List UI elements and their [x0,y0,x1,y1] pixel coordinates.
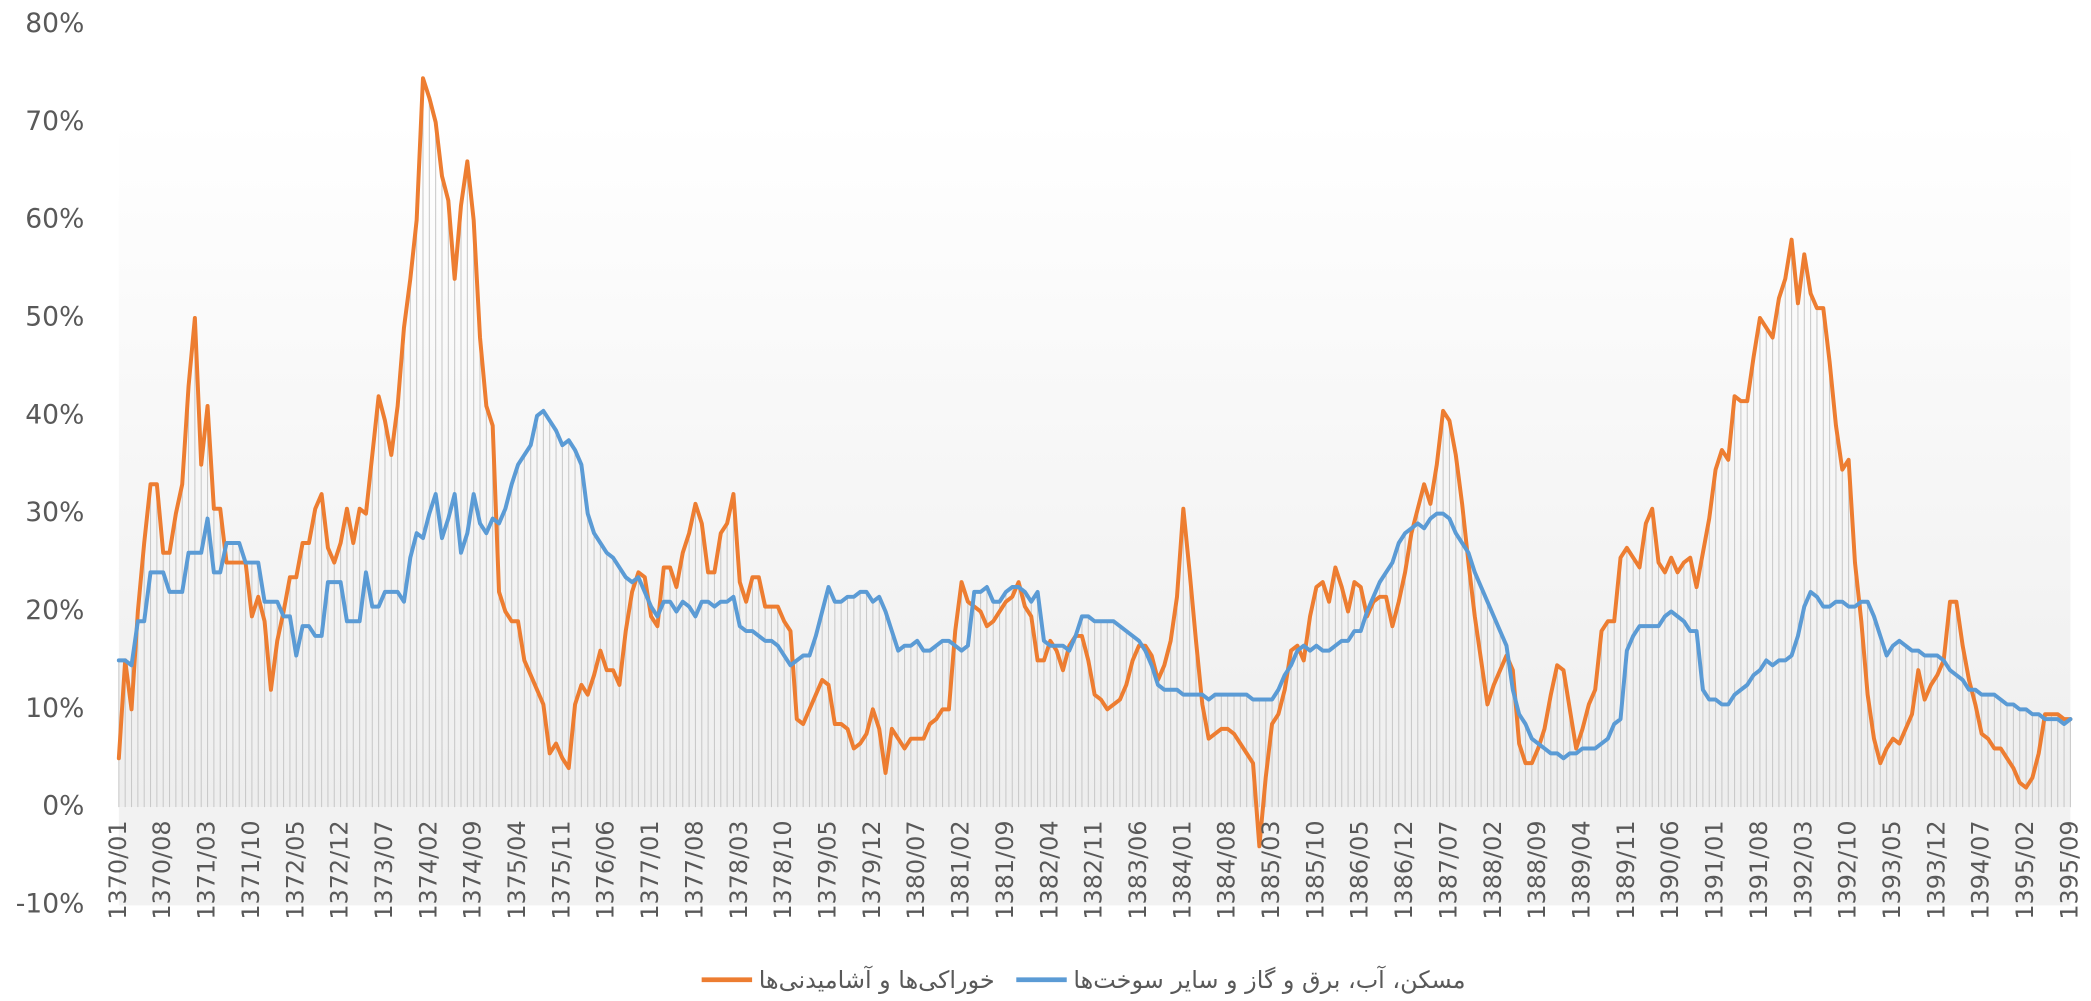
x-tick-label: 1392/03 [1789,820,1817,919]
x-tick-label: 1381/09 [991,820,1019,919]
series-lines [116,76,2073,849]
y-tick-label: 30% [25,497,84,528]
x-tick-label: 1378/10 [769,820,797,919]
x-tick-label: 1370/08 [148,820,176,919]
x-tick-label: 1371/03 [193,820,221,919]
x-tick-label: 1377/08 [680,820,708,919]
x-tick-label: 1377/01 [636,820,664,919]
x-tick-label: 1384/08 [1213,820,1241,919]
y-tick-label: 70% [25,106,84,137]
x-tick-label: 1386/12 [1390,820,1418,919]
legend-label: مسکن، آب، برق و گاز و سایر سوخت‌ها [1073,965,1465,994]
x-tick-label: 1389/11 [1612,820,1640,919]
x-tick-label: 1385/10 [1301,820,1329,919]
x-tick-label: 1381/02 [947,820,975,919]
x-tick-label: 1383/06 [1124,820,1152,919]
x-tick-label: 1379/12 [858,820,886,919]
x-tick-label: 1380/07 [902,820,930,919]
y-axis: -10% 0% 10% 20% 30% 40% 50% 60% 70% 80% [16,8,85,920]
y-tick-label: 50% [25,301,84,332]
x-tick-label: 1391/01 [1701,820,1729,919]
x-tick-label: 1388/09 [1523,820,1551,919]
x-tick-label: 1392/10 [1834,820,1862,919]
x-tick-label: 1374/02 [414,820,442,919]
x-tick-label: 1375/04 [503,820,531,919]
y-tick-label: 60% [25,204,84,235]
legend-label: خوراکی‌ها و آشامیدنی‌ها [759,965,995,994]
x-tick-label: 1386/05 [1346,820,1374,919]
x-tick-label: 1394/07 [1967,820,1995,919]
legend: خوراکی‌ها و آشامیدنی‌ها مسکن، آب، برق و گ… [701,965,1466,994]
x-tick-label: 1378/03 [725,820,753,919]
x-tick-label: 1371/10 [237,820,265,919]
series-line [116,408,2073,761]
x-tick-label: 1382/11 [1080,820,1108,919]
x-tick-label: 1388/02 [1479,820,1507,919]
x-tick-label: 1370/01 [104,820,132,919]
x-tick-label: 1373/07 [370,820,398,919]
x-tick-label: 1379/05 [814,820,842,919]
x-tick-label: 1393/05 [1878,820,1906,919]
x-tick-label: 1385/03 [1257,820,1285,919]
y-tick-label: 10% [25,693,84,724]
x-tick-label: 1391/08 [1745,820,1773,919]
x-tick-label: 1393/12 [1922,820,1950,919]
x-tick-label: 1375/11 [547,820,575,919]
x-tick-label: 1387/07 [1434,820,1462,919]
x-tick-label: 1382/04 [1035,820,1063,919]
series-line [116,76,2073,849]
y-tick-label: 0% [42,791,84,822]
x-tick-label: 1372/12 [326,820,354,919]
x-tick-label: 1395/02 [2011,820,2039,919]
x-tick-label: 1384/01 [1168,820,1196,919]
y-tick-label: 40% [25,399,84,430]
x-tick-label: 1395/09 [2055,820,2083,919]
x-tick-label: 1389/04 [1568,820,1596,919]
x-tick-label: 1372/05 [281,820,309,919]
negative-band [118,807,2071,906]
x-axis: 1370/01 1370/08 1371/03 1371/10 1372/05 1372/… [104,820,2084,919]
x-tick-label: 1390/06 [1656,820,1684,919]
y-tick-label: 80% [25,8,84,39]
y-tick-label: 20% [25,595,84,626]
x-tick-label: 1374/09 [459,820,487,919]
x-tick-label: 1376/06 [592,820,620,919]
y-tick-label: -10% [16,889,85,920]
